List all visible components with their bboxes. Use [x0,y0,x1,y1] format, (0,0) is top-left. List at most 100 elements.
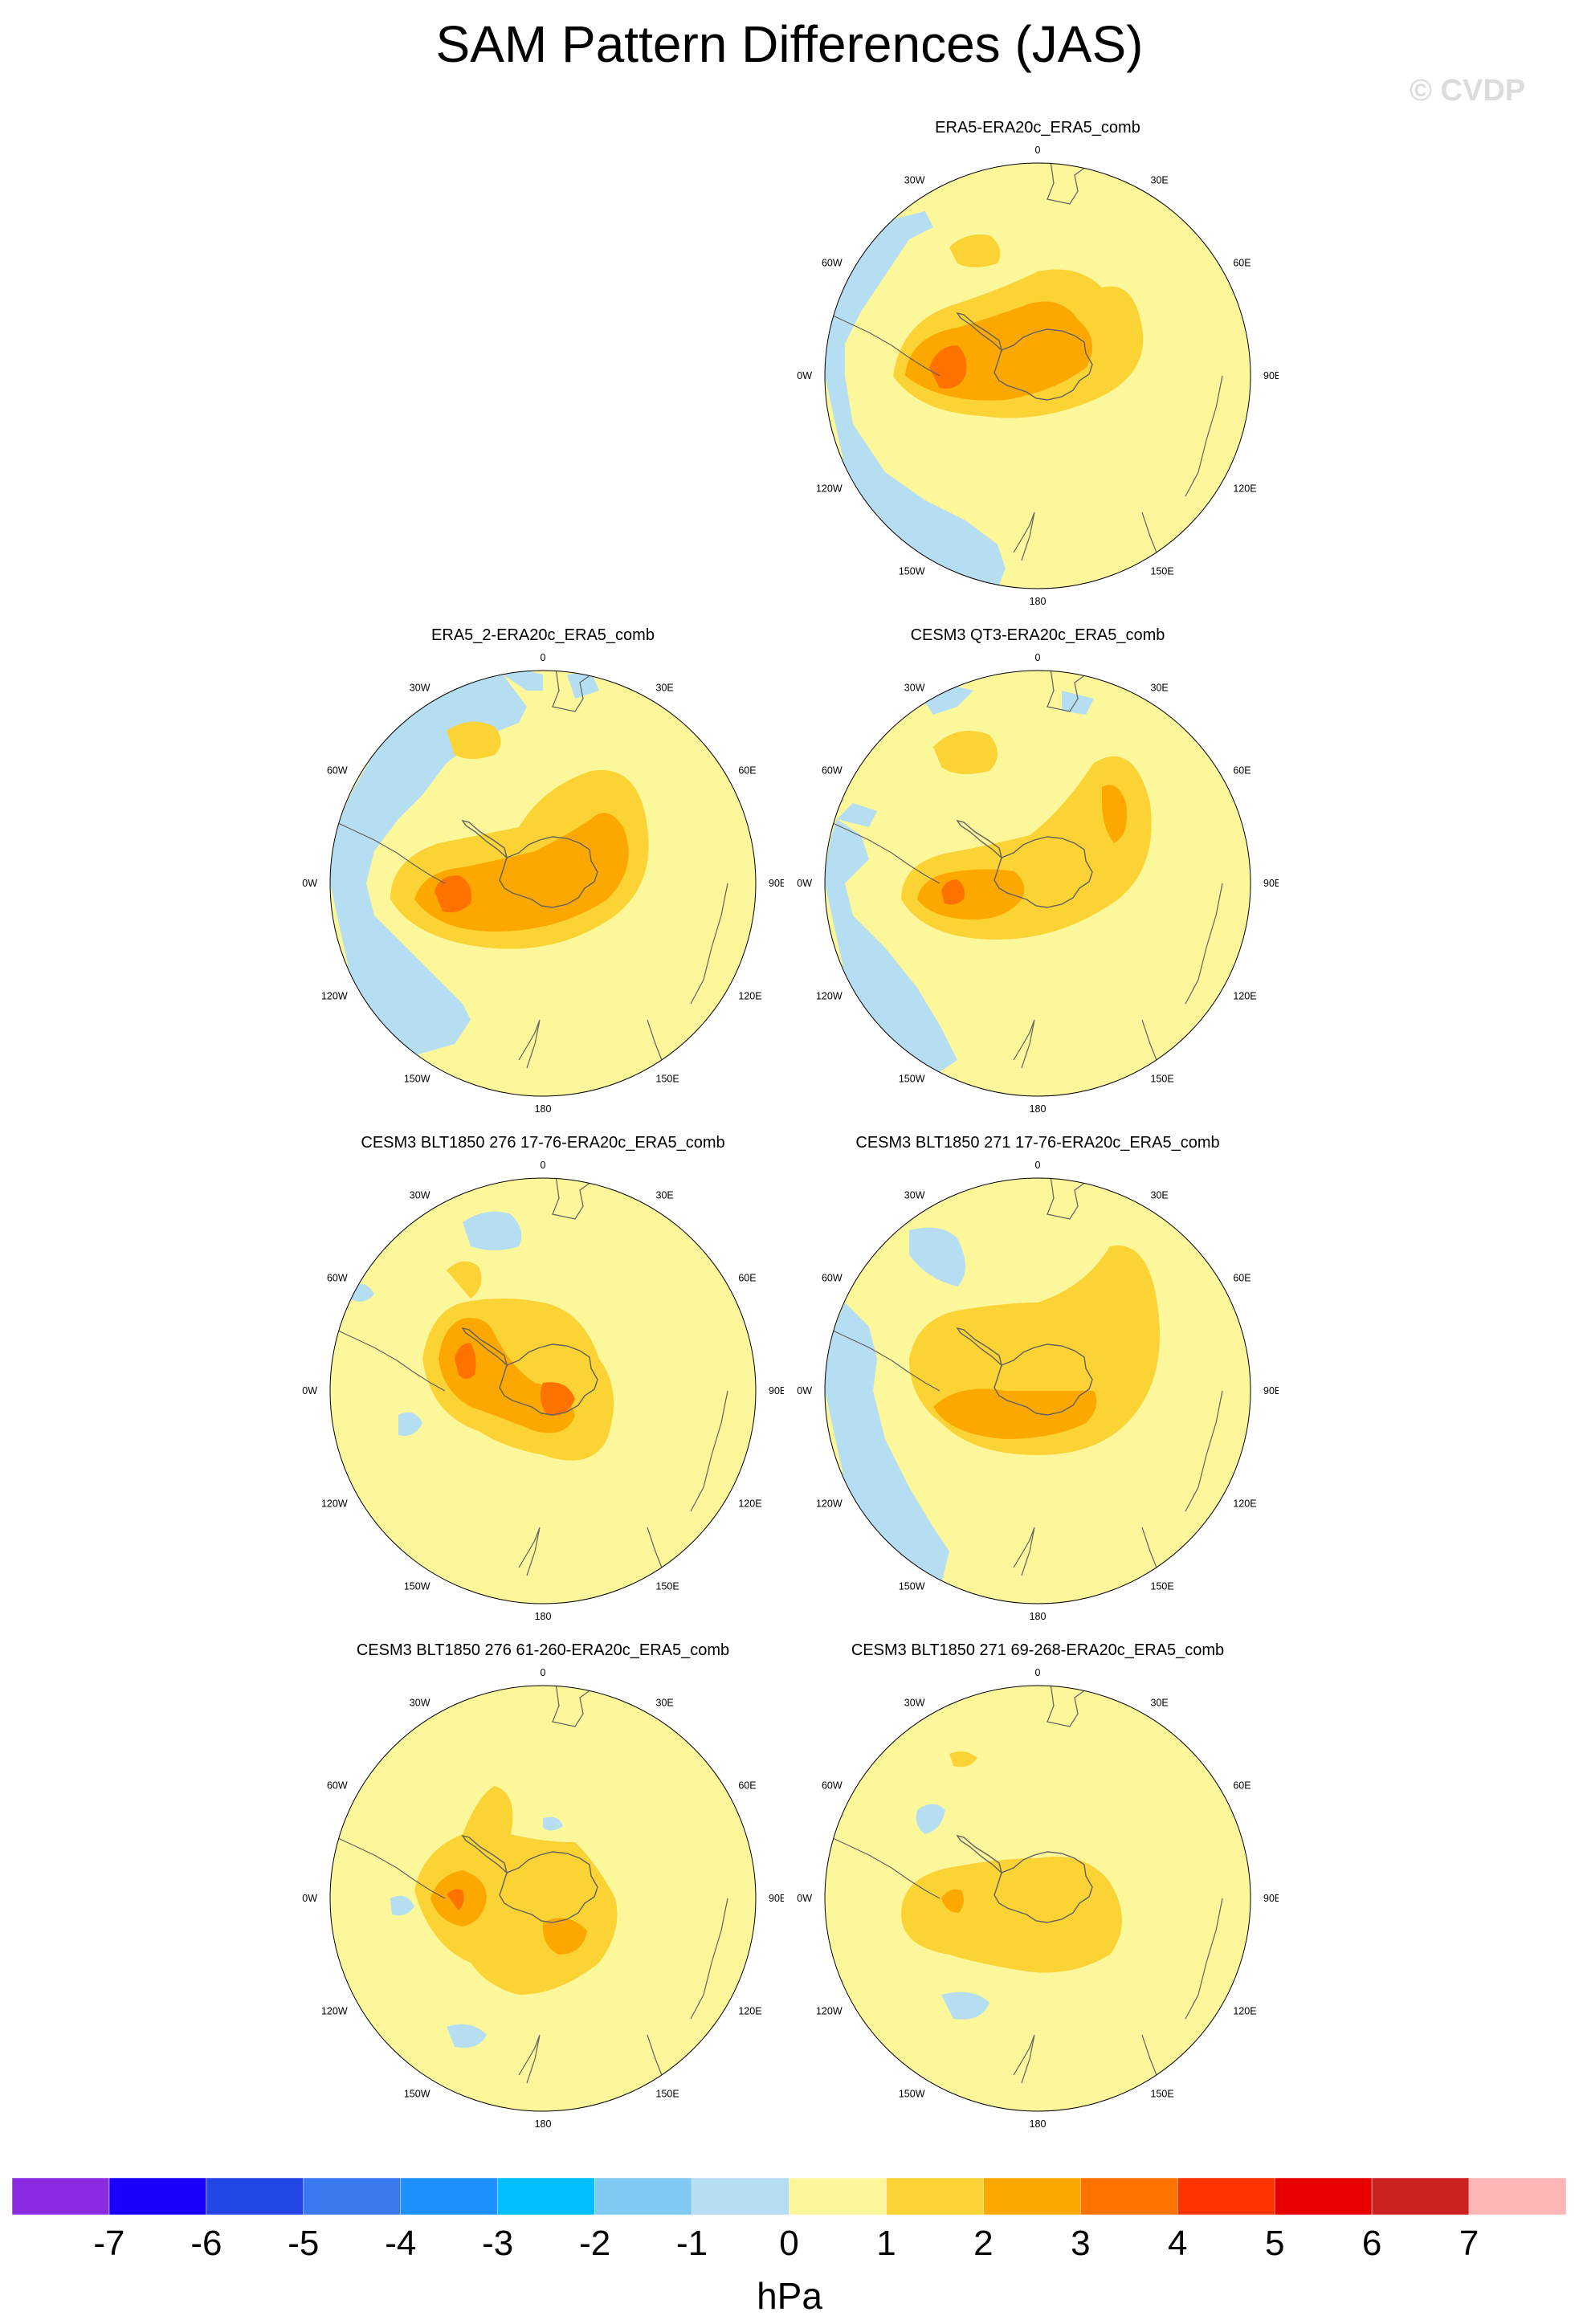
panel-title: CESM3 QT3-ERA20c_ERA5_comb [910,626,1165,644]
colorbar-tick-label: 3 [1071,2224,1090,2263]
lon-label: 60W [822,258,843,269]
lon-label: 0 [541,652,546,663]
lon-label: 150E [1151,1580,1174,1592]
continent-coastline [690,1390,728,1512]
map-panel-2: 0 30E 60E 90E 120E 150E 180 150W 120W 90W 60W 30W [797,652,1279,1115]
contour-fill-neg1 [837,803,877,827]
lon-label: 0 [1035,1160,1041,1171]
contour-fill-neg1 [941,1992,989,2020]
colorbar-tick-label: 1 [876,2224,896,2263]
contour-fill-neg1 [909,1227,965,1286]
colorbar-swatch [206,2177,304,2216]
panel-title: CESM3 BLT1850 271 17-76-ERA20c_ERA5_comb [855,1134,1220,1152]
lon-label: 150W [404,1073,430,1084]
colorbar-tick-label: 0 [779,2224,798,2263]
colorbar-tick-label: 4 [1168,2224,1187,2263]
contour-fill-neg1 [567,671,599,699]
contour-fill-1-2 [447,721,501,759]
colorbar-tick-label: 7 [1459,2224,1479,2263]
peninsula-coastline [461,1327,508,1368]
lon-label: 120E [738,2006,761,2017]
map-rim [824,162,1251,589]
colorbar-tick-label: -4 [385,2224,416,2263]
colorbar-swatch [886,2177,984,2216]
contour-fill-neg1 [463,1211,522,1250]
colorbar-swatch [11,2177,110,2216]
colorbar-swatch [400,2177,498,2216]
lon-label: 120W [816,991,843,1002]
colorbar-swatch [1274,2177,1373,2216]
lon-label: 90E [769,1893,784,1904]
lon-label: 30W [904,683,925,694]
continent-coastline [825,1324,940,1392]
map-rim [824,1685,1251,2112]
contour-fill-2-3 [439,1318,575,1433]
lon-label: 120E [738,1498,761,1510]
contour-fill-1-2 [949,234,1001,267]
lon-label: 90E [1263,1385,1279,1396]
continent-coastline [1013,512,1035,561]
continent-coastline [518,1527,541,1576]
colorbar-swatch [692,2177,790,2216]
colorbar-swatch [303,2177,401,2216]
continent-coastline [825,1832,940,1899]
lon-label: 60W [822,1780,843,1792]
lon-label: 90E [1263,1893,1279,1904]
lon-label: 90E [769,1385,784,1396]
contour-fill-3-4 [941,879,965,905]
lon-label: 60E [1233,1273,1251,1284]
lon-label: 180 [535,1103,552,1115]
continent-coastline [1013,1527,1035,1576]
lon-label: 60E [1233,258,1251,269]
lon-label: 150E [1151,2088,1174,2099]
contour-fill-1-2 [901,1857,1122,1973]
lon-label: 60W [822,1273,843,1284]
lon-label: 150W [899,565,925,577]
lon-label: 30W [410,1190,430,1201]
continent-coastline [1185,375,1223,497]
colorbar: -7 -6 -5 -4 -3 -2 -1 0 1 2 3 4 5 6 7 [11,2177,1567,2263]
contour-fill-3-4 [929,345,967,389]
contour-fill-neg1 [1062,691,1094,715]
lon-label: 0 [541,1667,546,1678]
map-rim [329,670,757,1097]
lon-label: 0 [1035,652,1041,663]
contour-fill-1-2 [949,1751,977,1767]
lon-label: 90W [797,1893,812,1904]
contour-fill-neg1 [503,671,543,691]
lon-label: 60E [738,765,756,777]
lon-label: 150W [899,1580,925,1592]
continent-coastline [1185,883,1223,1005]
lon-label: 60W [327,765,348,777]
panel-title: CESM3 BLT1850 276 17-76-ERA20c_ERA5_comb [361,1134,725,1152]
peninsula-coastline [461,1834,508,1875]
colorbar-tick-label: -1 [676,2224,708,2263]
lon-label: 0 [1035,145,1041,156]
map-rim [329,1177,757,1604]
lon-label: 180 [1030,596,1047,607]
antarctica-coastline [994,1851,1093,1923]
antarctica-coastline [994,836,1093,908]
map-panel-5: 0 30E 60E 90E 120E 150E 180 150W 120W 90W 60W 30W [302,1667,784,2130]
lon-label: 30E [1151,1698,1169,1709]
lon-label: 180 [1030,1611,1047,1622]
colorbar-tick-label: 6 [1362,2224,1381,2263]
lon-label: 120E [1233,2006,1256,2017]
lon-label: 30E [1151,175,1169,186]
lon-label: 30W [904,175,925,186]
colorbar-tick-label: -5 [288,2224,319,2263]
contour-fill-3-4 [540,1382,575,1416]
contour-fill-neg1 [447,2024,487,2048]
panel-title: ERA5-ERA20c_ERA5_comb [935,119,1140,137]
colorbar-tick-label: 5 [1265,2224,1284,2263]
lon-label: 60E [738,1780,756,1792]
lon-label: 90W [797,878,812,889]
lon-label: 60W [327,1780,348,1792]
colorbar-swatch [1080,2177,1178,2216]
continent-coastline [1013,1019,1035,1069]
lon-label: 150E [1151,1073,1174,1084]
peninsula-coastline [461,819,508,860]
colorbar-units: hPa [757,2275,822,2317]
lon-label: 180 [1030,1103,1047,1115]
lon-label: 30W [410,1698,430,1709]
